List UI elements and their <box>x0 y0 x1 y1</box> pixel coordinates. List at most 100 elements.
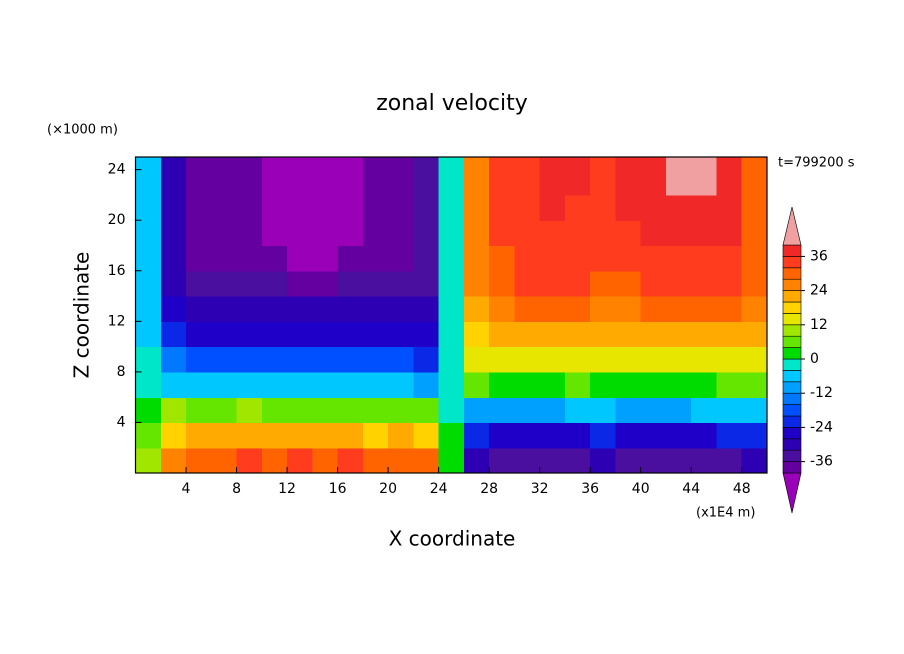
contour-cell <box>514 447 541 473</box>
contour-cell <box>716 371 743 398</box>
contour-cell <box>665 371 692 398</box>
contour-cell <box>489 371 515 398</box>
contour-cell <box>438 157 465 171</box>
contour-cell <box>665 296 692 322</box>
contour-cell <box>539 194 566 221</box>
contour-cell <box>514 245 541 272</box>
contour-cell <box>640 397 667 424</box>
x-tick-label: 20 <box>379 481 397 497</box>
x-tick-label: 48 <box>733 481 751 497</box>
contour-cell <box>211 447 238 473</box>
contour-cell <box>438 447 465 473</box>
contour-cell <box>716 157 743 171</box>
contour-cell <box>539 346 566 373</box>
contour-cell <box>463 220 490 247</box>
contour-cell <box>514 397 541 424</box>
contour-cell <box>388 346 414 373</box>
contour-cell <box>287 296 313 322</box>
contour-cell <box>615 447 642 473</box>
colorbar-box <box>782 313 802 326</box>
contour-cell <box>186 447 212 473</box>
colorbar-box <box>782 438 802 451</box>
y-tick-label: 4 <box>117 414 126 430</box>
contour-cell <box>640 321 667 348</box>
contour-cell <box>388 169 414 196</box>
contour-cell <box>312 371 339 398</box>
colorbar-box <box>782 290 802 303</box>
contour-cell <box>160 346 187 373</box>
contour-cell <box>691 245 718 272</box>
contour-field <box>135 157 767 473</box>
contour-cell <box>741 321 767 348</box>
contour-cell <box>438 397 465 424</box>
contour-cell <box>135 220 162 247</box>
contour-cell <box>413 346 440 373</box>
contour-cell <box>135 157 162 171</box>
contour-cell <box>312 270 339 297</box>
colorbar-box <box>782 278 802 291</box>
contour-cell <box>463 296 490 322</box>
contour-cell <box>514 157 541 171</box>
contour-cell <box>539 270 566 297</box>
contour-cell <box>463 245 490 272</box>
x-axis-label: X coordinate <box>389 527 516 551</box>
colorbar-box <box>782 267 802 280</box>
contour-cell <box>665 321 692 348</box>
chart-title: zonal velocity <box>376 91 528 116</box>
contour-cell <box>463 371 490 398</box>
contour-cell <box>287 346 313 373</box>
colorbar-tick-label: -12 <box>810 385 833 401</box>
colorbar-box <box>782 392 802 405</box>
contour-cell <box>564 220 591 247</box>
contour-cell <box>337 220 364 247</box>
colorbar-box <box>782 335 802 348</box>
contour-cell <box>186 270 212 297</box>
contour-cell <box>388 157 414 171</box>
contour-cell <box>741 270 767 297</box>
contour-cell <box>236 447 263 473</box>
contour-cell <box>362 321 389 348</box>
contour-cell <box>186 346 212 373</box>
contour-cell <box>135 270 162 297</box>
contour-cell <box>413 447 440 473</box>
contour-cell <box>564 346 591 373</box>
contour-cell <box>463 447 490 473</box>
contour-cell <box>413 321 440 348</box>
contour-cell <box>312 194 339 221</box>
contour-cell <box>564 270 591 297</box>
contour-cell <box>590 447 617 473</box>
contour-cell <box>211 371 238 398</box>
contour-cell <box>564 422 591 449</box>
contour-cell <box>716 194 743 221</box>
contour-cell <box>261 447 288 473</box>
contour-cell <box>640 447 667 473</box>
contour-cell <box>691 346 718 373</box>
contour-cell <box>741 194 767 221</box>
contour-cell <box>287 169 313 196</box>
contour-cell <box>236 169 263 196</box>
contour-cell <box>135 296 162 322</box>
contour-cell <box>463 346 490 373</box>
contour-cell <box>236 157 263 171</box>
contour-cell <box>236 220 263 247</box>
contour-cell <box>741 397 767 424</box>
contour-cell <box>514 422 541 449</box>
contour-cell <box>665 194 692 221</box>
x-tick-label: 28 <box>480 481 498 497</box>
contour-cell <box>287 397 313 424</box>
contour-cell <box>160 296 187 322</box>
contour-cell <box>539 157 566 171</box>
colorbar-box <box>782 427 802 440</box>
contour-cell <box>236 346 263 373</box>
contour-cell <box>413 245 440 272</box>
contour-cell <box>615 220 642 247</box>
y-tick-label: 16 <box>108 263 126 279</box>
contour-cell <box>514 169 541 196</box>
contour-cell <box>539 245 566 272</box>
contour-cell <box>135 169 162 196</box>
contour-cell <box>716 296 743 322</box>
contour-cell <box>665 397 692 424</box>
contour-cell <box>362 169 389 196</box>
contour-cell <box>362 346 389 373</box>
contour-cell <box>362 245 389 272</box>
